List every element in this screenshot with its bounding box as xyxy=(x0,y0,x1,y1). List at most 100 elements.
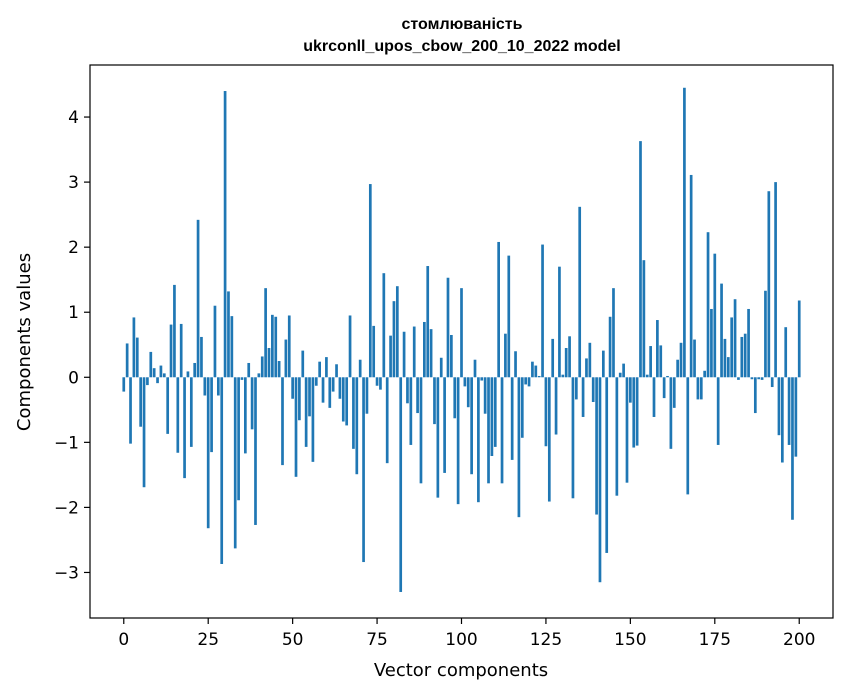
bar-158 xyxy=(656,320,659,378)
x-tick-label: 100 xyxy=(445,630,477,650)
chart-title: стомлюваність xyxy=(402,16,523,33)
bar-40 xyxy=(257,373,261,378)
bar-150 xyxy=(629,377,632,403)
bar-143 xyxy=(605,377,609,553)
bar-19 xyxy=(186,371,190,378)
bar-88 xyxy=(419,377,423,484)
bar-36 xyxy=(244,377,247,454)
bar-38 xyxy=(250,377,254,430)
bar-157 xyxy=(652,377,656,417)
bar-67 xyxy=(348,315,352,378)
bar-103 xyxy=(470,377,473,475)
bar-63 xyxy=(335,364,338,378)
bar-138 xyxy=(588,342,592,378)
bar-160 xyxy=(662,377,666,399)
bar-149 xyxy=(625,377,629,483)
bar-72 xyxy=(365,377,369,414)
bar-96 xyxy=(446,277,450,378)
bar-94 xyxy=(439,357,443,378)
bar-68 xyxy=(352,377,355,449)
bar-102 xyxy=(466,377,470,408)
bar-37 xyxy=(247,362,251,378)
bar-49 xyxy=(287,315,291,378)
bar-113 xyxy=(504,333,507,378)
bar-3 xyxy=(132,317,136,378)
bar-140 xyxy=(595,377,598,515)
bar-147 xyxy=(618,372,622,378)
bar-144 xyxy=(608,316,612,378)
bar-123 xyxy=(537,375,541,378)
bar-108 xyxy=(487,377,490,484)
bar-185 xyxy=(747,308,750,378)
bar-125 xyxy=(544,377,548,447)
bar-197 xyxy=(787,377,791,445)
bar-61 xyxy=(328,377,332,408)
bar-31 xyxy=(227,291,230,378)
bar-106 xyxy=(480,377,484,381)
bar-8 xyxy=(149,351,153,378)
bar-107 xyxy=(483,377,487,414)
bar-137 xyxy=(585,358,588,378)
bar-77 xyxy=(382,273,386,378)
bar-142 xyxy=(601,350,605,378)
bar-65 xyxy=(341,377,345,422)
bar-168 xyxy=(689,174,693,378)
bar-179 xyxy=(726,357,730,378)
bar-76 xyxy=(379,377,382,390)
bar-73 xyxy=(368,184,372,378)
bar-39 xyxy=(254,377,257,525)
bar-156 xyxy=(649,346,652,378)
bar-0 xyxy=(122,377,126,392)
bar-196 xyxy=(784,327,788,378)
bar-109 xyxy=(490,377,494,456)
bar-124 xyxy=(541,244,544,378)
bar-173 xyxy=(706,232,710,378)
bar-134 xyxy=(574,377,578,400)
bar-62 xyxy=(331,377,335,392)
y-tick-label: 0 xyxy=(68,368,79,388)
bar-85 xyxy=(409,377,413,445)
bars-group xyxy=(122,87,801,592)
bar-171 xyxy=(699,377,703,400)
y-tick-label: −3 xyxy=(54,563,79,583)
bar-135 xyxy=(578,206,582,378)
bar-131 xyxy=(564,348,568,378)
bar-133 xyxy=(571,377,575,499)
bar-200 xyxy=(797,300,801,378)
y-tick-label: −2 xyxy=(54,498,79,518)
bar-132 xyxy=(568,336,571,378)
bar-119 xyxy=(524,377,528,385)
bar-25 xyxy=(206,377,210,529)
bar-121 xyxy=(531,361,534,378)
bar-178 xyxy=(723,338,727,378)
bar-70 xyxy=(358,359,362,378)
bar-43 xyxy=(267,348,271,378)
bar-188 xyxy=(757,377,761,380)
bar-87 xyxy=(416,377,419,414)
bar-153 xyxy=(639,141,642,378)
bar-33 xyxy=(233,377,237,549)
bar-105 xyxy=(477,377,480,503)
bar-24 xyxy=(203,377,207,396)
bar-80 xyxy=(392,301,396,378)
bar-195 xyxy=(780,377,784,463)
x-tick-label: 25 xyxy=(197,630,219,650)
y-tick-label: 4 xyxy=(68,108,79,128)
bar-193 xyxy=(774,182,777,378)
bar-13 xyxy=(166,377,170,434)
bar-21 xyxy=(193,362,197,378)
bar-136 xyxy=(581,377,585,417)
chart-subtitle: ukrconll_upos_cbow_200_10_2022 model xyxy=(303,38,620,55)
bar-164 xyxy=(676,359,679,378)
y-tick-label: 3 xyxy=(68,173,79,193)
bar-30 xyxy=(223,91,227,378)
bar-56 xyxy=(311,377,315,462)
bar-35 xyxy=(240,377,244,380)
bar-64 xyxy=(338,377,342,399)
y-axis-label: Components values xyxy=(14,253,35,431)
y-tick-label: 1 xyxy=(68,303,79,323)
bar-23 xyxy=(200,336,203,378)
bar-192 xyxy=(770,377,774,388)
bar-81 xyxy=(395,286,399,378)
